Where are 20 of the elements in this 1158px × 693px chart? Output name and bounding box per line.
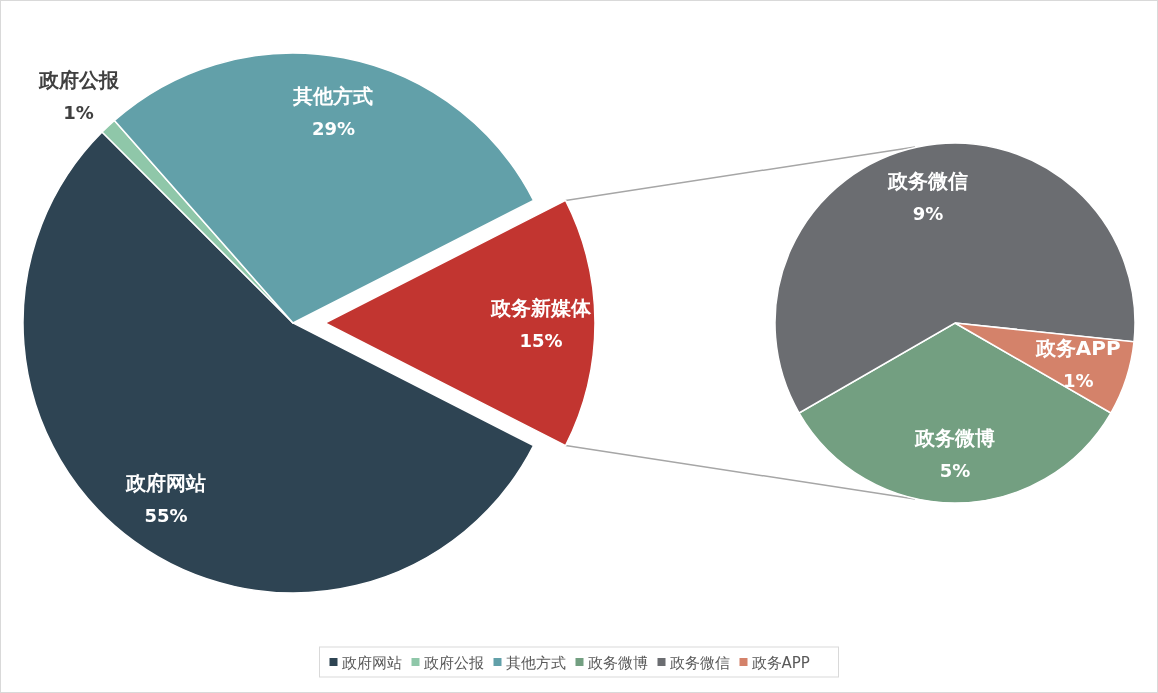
- data-label: 1%: [1062, 370, 1094, 392]
- data-label: 15%: [519, 330, 563, 351]
- slice-label: 其他方式: [292, 83, 374, 108]
- slice-label: 政务APP: [1034, 336, 1121, 361]
- legend-label: 政务APP: [751, 654, 810, 672]
- legend-label: 政府网站: [341, 654, 402, 672]
- slice-label: 政务微博: [914, 425, 995, 450]
- slice-label: 政务微信: [887, 169, 969, 194]
- slice-label: 政府网站: [125, 470, 207, 495]
- data-label: 9%: [912, 203, 944, 225]
- data-label: 1%: [63, 101, 94, 123]
- data-label: 5%: [939, 459, 971, 481]
- slice-label: 政府公报: [37, 67, 120, 92]
- legend-label: 其他方式: [505, 654, 566, 672]
- legend-label: 政府公报: [423, 654, 484, 672]
- data-label: 55%: [144, 504, 188, 526]
- slice-label: 政务新媒体: [490, 296, 592, 320]
- legend-label: 政务微信: [669, 654, 730, 672]
- data-label: 29%: [311, 117, 356, 139]
- legend-label: 政务微博: [587, 654, 648, 672]
